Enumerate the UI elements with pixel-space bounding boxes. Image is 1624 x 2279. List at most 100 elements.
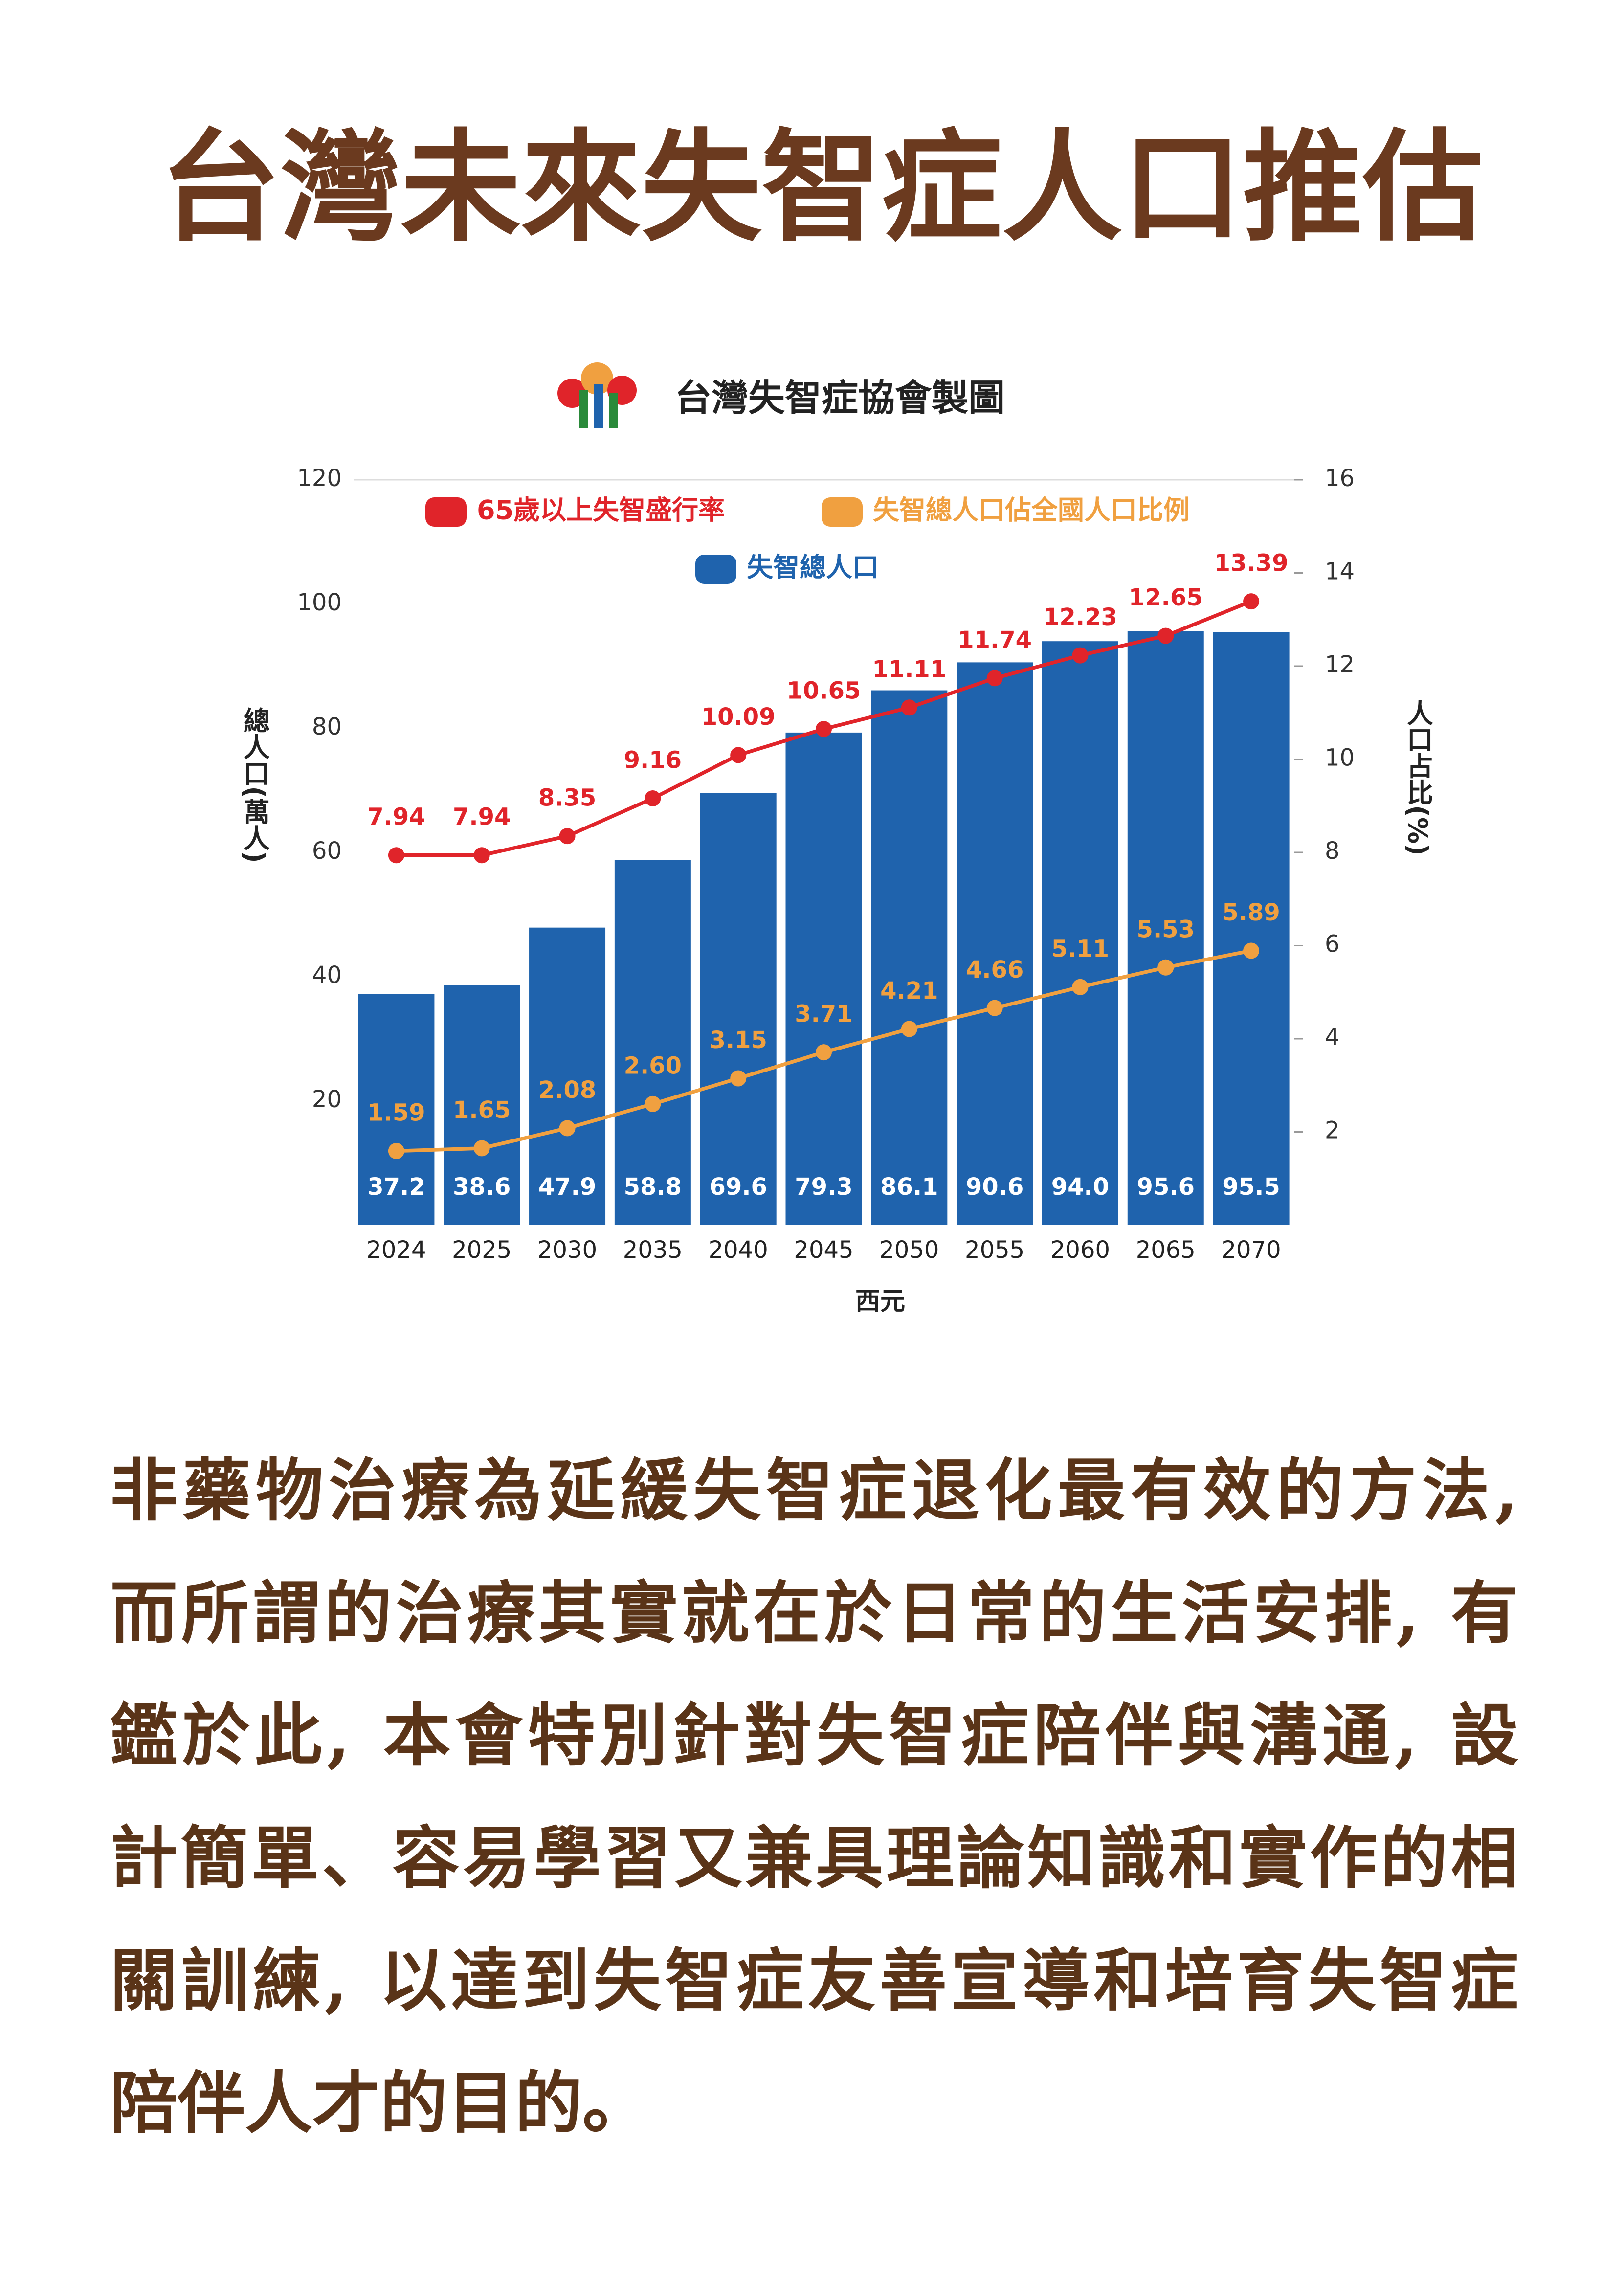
bar-label: 95.6: [1137, 1173, 1195, 1201]
y-tick-label: 20: [312, 1086, 342, 1113]
point-label: 2.60: [624, 1052, 682, 1079]
x-tick-label: 2055: [965, 1236, 1024, 1264]
point: [388, 847, 404, 864]
point: [1072, 647, 1089, 664]
bar: [871, 690, 948, 1226]
y2-tick-label: 14: [1325, 558, 1355, 585]
bar-label: 58.8: [624, 1173, 682, 1201]
y-tick-label: 40: [312, 961, 342, 989]
y2-tick-label: 4: [1325, 1024, 1340, 1051]
point-label: 12.65: [1129, 584, 1203, 611]
bar: [358, 994, 435, 1226]
bar-label: 79.3: [795, 1173, 852, 1201]
bar-label: 69.6: [709, 1173, 767, 1201]
bar: [957, 662, 1033, 1226]
point-label: 2.08: [538, 1076, 596, 1104]
x-axis-label: 西元: [855, 1287, 905, 1316]
paragraph-line: 非藥物治療為延緩失智症退化最有效的方法,: [110, 1451, 1518, 1530]
point-label: 5.11: [1051, 935, 1109, 962]
point-label: 3.15: [709, 1027, 767, 1054]
point-label: 9.16: [624, 747, 682, 774]
point: [1072, 979, 1089, 995]
point: [986, 670, 1003, 687]
point-label: 10.09: [701, 703, 776, 731]
legend-swatch: [695, 555, 736, 584]
point: [730, 1070, 747, 1087]
point: [559, 828, 576, 845]
bar-label: 86.1: [880, 1173, 938, 1201]
x-tick-label: 2060: [1050, 1236, 1110, 1264]
point: [1157, 627, 1174, 644]
bar-label: 94.0: [1051, 1173, 1109, 1201]
legend-label: 失智總人口: [747, 552, 879, 583]
point-label: 4.21: [880, 977, 938, 1005]
point: [473, 1140, 490, 1157]
bar: [1042, 641, 1118, 1226]
point-label: 5.89: [1222, 899, 1280, 926]
point: [816, 1044, 832, 1061]
bar-label: 37.2: [367, 1173, 425, 1201]
bar: [614, 860, 691, 1226]
x-tick-label: 2025: [452, 1236, 512, 1264]
y2-tick-label: 6: [1325, 931, 1340, 958]
bar: [1127, 631, 1204, 1226]
x-tick-label: 2024: [366, 1236, 426, 1264]
bar-label: 38.6: [453, 1173, 511, 1201]
point: [645, 1095, 661, 1112]
paragraph-line: 而所謂的治療其實就在於日常的生活安排, 有: [110, 1573, 1518, 1653]
point-label: 11.74: [957, 626, 1032, 654]
chart-source: 台灣失智症協會製圖: [675, 377, 1005, 420]
x-tick-label: 2030: [537, 1236, 597, 1264]
point: [730, 747, 747, 763]
point: [901, 1021, 917, 1037]
bar: [700, 793, 777, 1226]
point: [559, 1120, 576, 1137]
point-label: 5.53: [1137, 916, 1195, 943]
y2-tick-label: 8: [1325, 837, 1340, 865]
paragraph-line: 關訓練, 以達到失智症友善宣導和培育失智症: [110, 1941, 1518, 2020]
point: [645, 790, 661, 807]
point-label: 11.11: [872, 656, 946, 683]
legend-swatch: [425, 497, 467, 527]
bar-label: 95.5: [1222, 1173, 1280, 1201]
bar-label: 47.9: [538, 1173, 596, 1201]
point-label: 8.35: [538, 784, 596, 812]
bar: [444, 985, 520, 1226]
point-label: 3.71: [795, 1001, 852, 1028]
y2-tick-label: 12: [1325, 651, 1355, 678]
point: [1243, 593, 1260, 610]
point-label: 1.65: [453, 1096, 511, 1124]
point-label: 10.65: [787, 677, 861, 705]
y2-tick-label: 2: [1325, 1117, 1340, 1144]
x-tick-label: 2050: [879, 1236, 939, 1264]
point-label: 1.59: [367, 1099, 425, 1127]
point: [1243, 942, 1260, 959]
bar: [529, 927, 606, 1226]
y-tick-label: 100: [297, 589, 342, 616]
logo: [557, 362, 637, 429]
point-label: 4.66: [966, 956, 1023, 983]
y-tick-label: 80: [312, 713, 342, 740]
x-tick-label: 2040: [709, 1236, 768, 1264]
bar: [1213, 632, 1290, 1226]
point: [901, 699, 917, 716]
y2-tick-label: 10: [1325, 744, 1355, 772]
point: [473, 847, 490, 864]
x-tick-label: 2065: [1136, 1236, 1196, 1264]
point: [816, 721, 832, 737]
point: [986, 1000, 1003, 1016]
legend-swatch: [822, 497, 863, 527]
heading: 台灣未來失智症人口推估: [160, 117, 1483, 258]
x-tick-label: 2035: [623, 1236, 683, 1264]
bar-label: 90.6: [966, 1173, 1023, 1201]
x-tick-label: 2070: [1222, 1236, 1281, 1264]
legend-label: 65歲以上失智盛行率: [477, 495, 725, 526]
y2-axis-label: 人口占比(%): [1402, 699, 1433, 855]
y-axis-label: 總人口(萬人): [239, 707, 269, 863]
y2-tick-label: 16: [1325, 465, 1355, 492]
paragraph-line: 陪伴人才的目的。: [110, 2063, 650, 2143]
point-label: 7.94: [367, 804, 425, 831]
point-label: 7.94: [453, 804, 511, 831]
point: [1157, 959, 1174, 976]
